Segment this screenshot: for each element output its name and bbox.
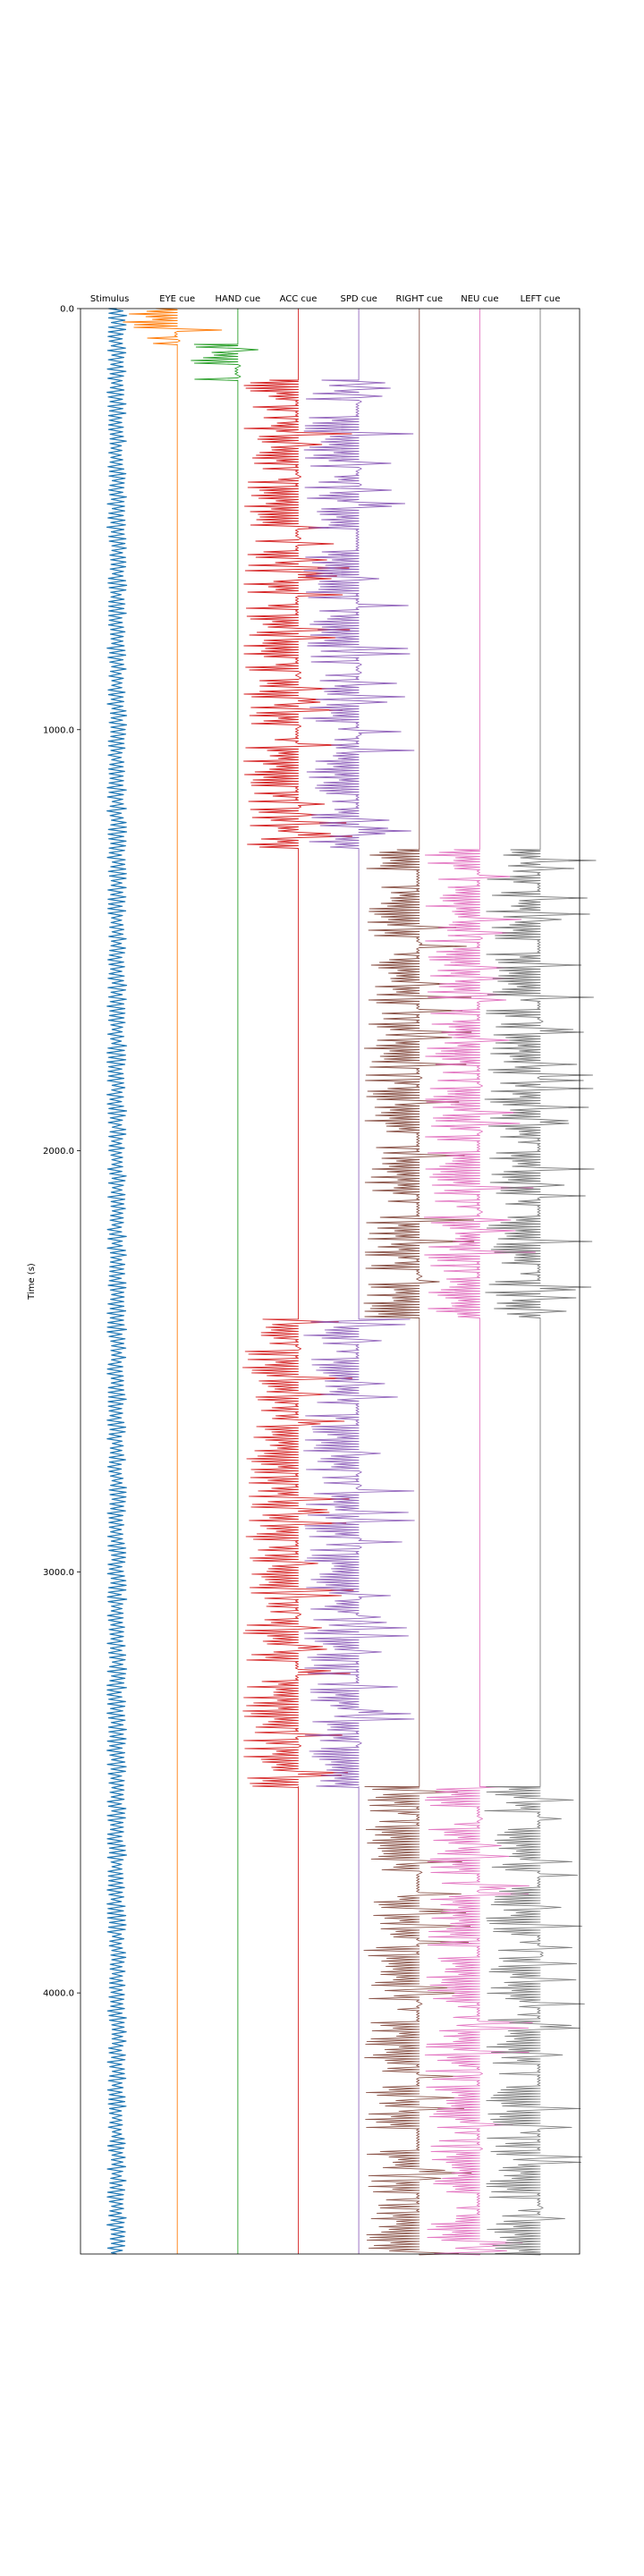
series-header-layer: Stimulus EYE cue HAND cue ACC cue SPD cue RIG… [90,294,561,304]
series-label: LEFT cue [521,294,561,304]
series-trace-acc-cue [242,309,354,2254]
series-trace-left-cue [484,309,597,2256]
y-tick-label: 2000.0 [43,1147,74,1157]
series-label: RIGHT cue [396,294,443,304]
y-tick-label: 3000.0 [43,1568,74,1578]
y-tick-label: 4000.0 [43,1989,74,1999]
series-trace-neu-cue [423,309,536,2256]
trace-layer [106,308,597,2256]
series-label: NEU cue [461,294,498,304]
y-axis: 0.0 1000.0 2000.0 3000.0 4000.0 [43,305,80,1999]
series-trace-right-cue [363,309,475,2256]
y-tick-label: 0.0 [60,305,74,315]
series-label: HAND cue [215,294,260,304]
series-trace-eye-cue [123,308,223,2254]
series-label: EYE cue [159,294,195,304]
series-trace-hand-cue [191,309,258,2254]
y-tick-label: 1000.0 [43,725,74,735]
y-axis-label: Time (s) [27,1263,37,1301]
series-trace-stimulus [106,308,128,2255]
series-label: SPD cue [341,294,377,304]
plot-frame [80,308,580,2255]
series-label: ACC cue [280,294,318,304]
series-label: Stimulus [90,294,129,304]
series-trace-spd-cue [302,309,415,2254]
